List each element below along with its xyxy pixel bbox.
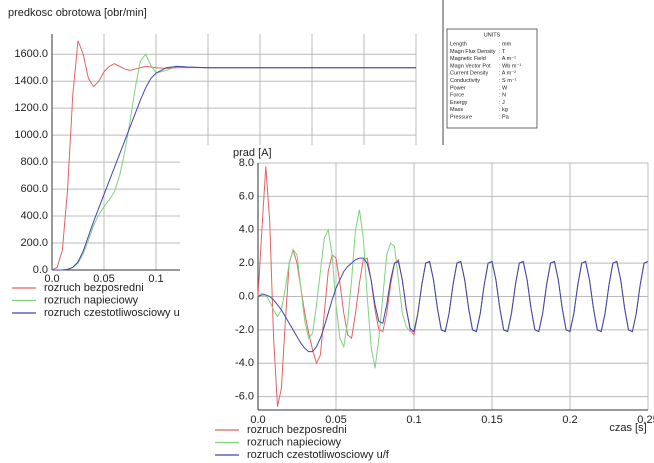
x-tick-label: 0.05: [325, 414, 346, 426]
unit-name: Magn Vector Pot: [450, 63, 491, 69]
y-tick-label: 400.0: [20, 210, 48, 222]
unit-name: Magn Flux Density: [450, 49, 496, 55]
unit-name: Mass: [450, 107, 463, 113]
y-tick-label: -6.0: [235, 391, 254, 403]
y-tick-label: 1600.0: [14, 48, 48, 60]
series-line: [257, 257, 649, 353]
unit-value: : A m⁻¹: [499, 56, 516, 62]
x-tick-label: 0.1: [148, 273, 163, 285]
unit-value: : A m⁻²: [499, 71, 516, 77]
units-title: UNITS: [484, 32, 501, 38]
x-tick-label: 0.05: [93, 273, 114, 285]
legend-label: rozruch bezposredni: [247, 424, 347, 436]
x-tick-label: 0.1: [406, 414, 421, 426]
y-tick-label: 1000.0: [14, 129, 48, 141]
unit-value: : Pa: [499, 114, 510, 120]
unit-name: Length: [450, 41, 467, 47]
y-tick-label: 0.0: [33, 264, 48, 276]
y-tick-label: 4.0: [239, 224, 254, 236]
y-tick-label: 200.0: [20, 237, 48, 249]
unit-value: : N: [499, 93, 506, 99]
legend-label: rozruch czestotliwosciowy u/f: [44, 307, 187, 319]
x-tick-label: 0.2: [562, 414, 577, 426]
y-tick-label: 800.0: [20, 156, 48, 168]
y-tick-label: 0.0: [239, 290, 254, 302]
unit-value: : W: [499, 85, 508, 91]
x-tick-label: 0.0: [250, 414, 265, 426]
legend-label: rozruch napieciowy: [247, 436, 342, 448]
unit-name: Magnetic Field: [450, 56, 486, 62]
y-tick-label: 2.0: [239, 257, 254, 269]
current-chart: prad [A] czas [s] -6.0 -4.0 -2.0 0.0 2.0 4.0 6.0…: [215, 147, 654, 461]
unit-value: : Wb m⁻¹: [499, 63, 521, 69]
y-tick-label: -2.0: [235, 324, 254, 336]
unit-name: Power: [450, 85, 466, 91]
y-tick-label: 8.0: [239, 157, 254, 169]
chart-title: predkosc obrotowa [obr/min]: [8, 7, 147, 19]
y-tick-label: 6.0: [239, 190, 254, 202]
x-tick-label: 0.25: [637, 414, 654, 426]
unit-name: Energy: [450, 100, 468, 106]
unit-value: : mm: [499, 41, 512, 47]
units-box: [446, 28, 538, 129]
y-tick-label: 600.0: [20, 183, 48, 195]
unit-name: Conductivity: [450, 78, 480, 84]
y-tick-label: -4.0: [235, 357, 254, 369]
x-axis-label: czas [s]: [609, 422, 646, 434]
unit-name: Force: [450, 93, 464, 99]
x-tick-label: 0.15: [481, 414, 502, 426]
unit-value: : J: [499, 100, 505, 106]
legend-label: rozruch napieciowy: [44, 294, 139, 306]
legend-label: rozruch czestotliwosciowy u/f: [247, 449, 390, 461]
unit-value: : T: [499, 49, 506, 55]
y-tick-label: 1200.0: [14, 102, 48, 114]
unit-name: Pressure: [450, 114, 472, 120]
y-tick-label: 1400.0: [14, 75, 48, 87]
unit-value: : S m⁻¹: [499, 78, 517, 84]
unit-name: Current Density: [450, 71, 488, 77]
unit-value: : kg: [499, 107, 508, 113]
series-line: [52, 65, 416, 271]
chart-title: prad [A]: [233, 147, 272, 159]
legend-label: rozruch bezposredni: [44, 282, 144, 294]
x-tick-label: 0.0: [44, 273, 59, 285]
